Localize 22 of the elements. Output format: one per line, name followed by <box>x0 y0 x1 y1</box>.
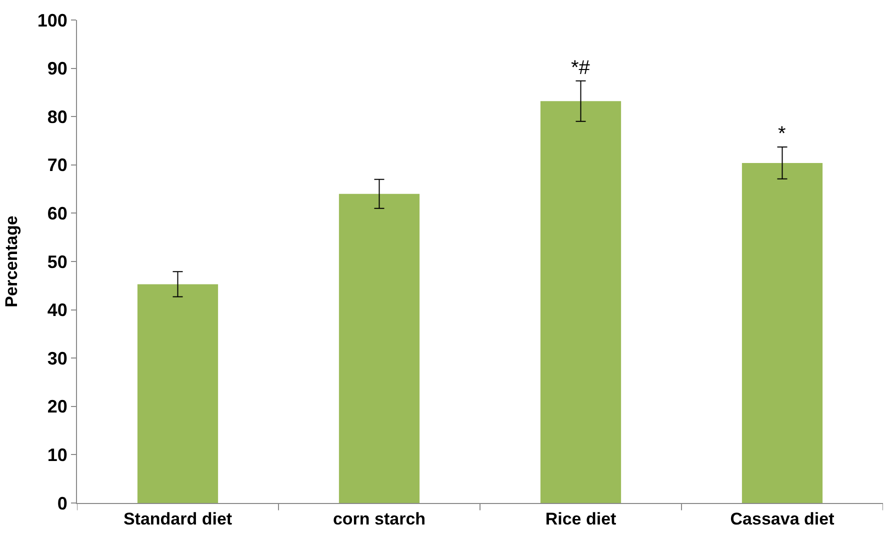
bar <box>742 162 823 503</box>
bar <box>137 284 218 503</box>
annotation: * <box>778 123 786 145</box>
bar <box>338 194 420 503</box>
y-tick-label: 50 <box>47 252 68 272</box>
y-tick-label: 60 <box>47 204 68 224</box>
y-tick-label: 90 <box>47 58 68 79</box>
x-tick-label: Cassava diet <box>730 509 835 528</box>
x-tick-label: Standard diet <box>123 509 232 528</box>
y-tick-label: 40 <box>47 300 68 320</box>
y-axis-title: Percentage <box>2 216 21 308</box>
y-tick-label: 0 <box>57 493 68 514</box>
bar <box>540 101 622 503</box>
y-tick-label: 100 <box>37 10 68 30</box>
annotation: *# <box>571 57 591 79</box>
y-tick-label: 10 <box>47 445 68 465</box>
y-tick-label: 30 <box>47 348 68 368</box>
y-tick-label: 70 <box>47 155 68 176</box>
y-tick-label: 80 <box>47 106 68 127</box>
x-tick-label: Rice diet <box>545 509 617 528</box>
x-tick-label: corn starch <box>332 509 426 528</box>
y-tick-label: 20 <box>47 396 68 417</box>
